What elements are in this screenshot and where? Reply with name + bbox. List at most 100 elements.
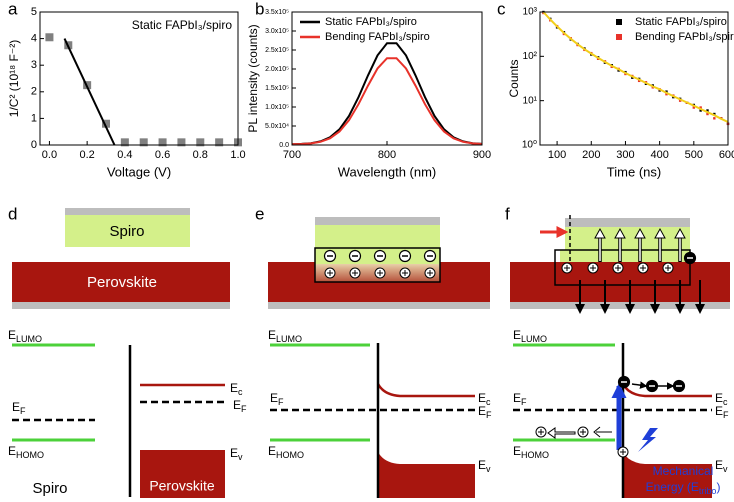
panel-label: c [497, 0, 506, 18]
field-arrow-head [674, 227, 686, 239]
x-tick-label: 500 [685, 149, 703, 161]
band-e [270, 343, 475, 498]
hole-sign [580, 429, 586, 435]
energy-label: Ev [478, 458, 491, 474]
lightning-icon [638, 428, 658, 452]
charge-layer [560, 250, 690, 262]
energy-subscript: c [238, 387, 243, 397]
data-point [102, 119, 110, 128]
energy-label: EF [513, 391, 527, 407]
hole-sign [538, 429, 544, 435]
energy-symbol: E [230, 446, 238, 460]
hole-sign [665, 265, 671, 271]
energy-label: Ec [478, 391, 491, 407]
data-point [699, 109, 702, 112]
hole-sign [377, 270, 383, 276]
hole-sign [402, 270, 408, 276]
x-axis-label: Time (ns) [607, 164, 661, 179]
valence-band [378, 452, 475, 498]
hole-sign [590, 265, 596, 271]
spiro-layer [65, 215, 190, 247]
plot-frame [291, 11, 483, 146]
material-label: Perovskite [149, 478, 215, 494]
data-point [665, 90, 668, 93]
data-point [139, 138, 148, 147]
data-point [692, 106, 696, 109]
energy-symbol: E [513, 391, 521, 405]
energy-subscript: F [521, 397, 527, 407]
data-point [120, 138, 129, 147]
data-point [177, 138, 186, 147]
energy-label: EHOMO [513, 444, 549, 460]
data-point [45, 33, 54, 42]
top-electrode [565, 218, 690, 227]
y-tick-label: 5.0x10⁴ [265, 123, 289, 130]
x-tick-label: 0.4 [117, 149, 132, 161]
energy-note-sub: tribo [699, 486, 717, 496]
data-point [713, 117, 716, 120]
y-tick-label: 3.5x10⁵ [265, 9, 289, 16]
energy-symbol: E [270, 391, 278, 405]
x-tick-label: 1.0 [230, 149, 245, 161]
energy-subscript: F [20, 406, 26, 416]
panel-label: a [8, 0, 18, 18]
y-tick-label: 10¹ [523, 95, 538, 106]
legend-swatch [616, 19, 622, 25]
x-tick-label: 700 [283, 149, 301, 161]
energy-subscript: v [723, 464, 728, 474]
energy-label: EF [270, 391, 284, 407]
annotation: Static FAPbI₃/spiro [132, 18, 233, 32]
data-point [699, 106, 702, 109]
energy-symbol: E [8, 444, 16, 458]
legend-label: Bending FAPbI₃/spiro [635, 31, 734, 43]
hole-arrow [593, 426, 612, 438]
y-tick-label: 3.0x10⁵ [265, 28, 289, 35]
energy-subscript: HOMO [16, 450, 44, 460]
band-f [513, 343, 712, 498]
energy-label: ELUMO [513, 328, 547, 344]
energy-subscript: F [278, 397, 284, 407]
energy-label: EF [12, 400, 26, 416]
band-d [12, 343, 225, 498]
energy-symbol: E [715, 458, 723, 472]
panel-label: d [8, 204, 17, 223]
energy-note-part: Energy (E [646, 480, 699, 494]
y-tick-label: 1.5x10⁵ [265, 85, 289, 92]
data-point [637, 79, 641, 83]
hole-sign [327, 270, 333, 276]
data-point [158, 138, 167, 147]
panel-label: e [255, 204, 264, 223]
y-tick-label: 1.0x10⁵ [265, 104, 289, 111]
energy-note: Mechanical [653, 464, 714, 478]
x-tick-label: 200 [582, 149, 600, 161]
energy-symbol: E [478, 404, 486, 418]
energy-subscript: LUMO [16, 334, 42, 344]
x-axis-label: Voltage (V) [107, 164, 171, 179]
spiro-layer [315, 225, 440, 250]
valence-band [140, 450, 225, 498]
y-tick-label: 0 [31, 139, 37, 151]
panel-label: f [505, 204, 510, 223]
data-point [617, 69, 620, 72]
bottom-electrode [12, 302, 230, 309]
energy-subscript: F [723, 410, 729, 420]
energy-label: Ec [230, 381, 243, 397]
plot-frame [539, 11, 729, 146]
hole-sign [620, 449, 626, 455]
energy-subscript: HOMO [521, 450, 549, 460]
conduction-level [376, 383, 475, 398]
fit-line [63, 38, 116, 146]
energy-symbol: E [12, 400, 20, 414]
energy-symbol: E [513, 444, 521, 458]
data-line [291, 57, 483, 146]
y-tick-label: 10³ [523, 7, 538, 18]
x-tick-label: 300 [616, 149, 634, 161]
y-tick-label: 10⁰ [522, 140, 537, 151]
x-tick-label: 100 [548, 149, 566, 161]
energy-subscript: c [486, 397, 491, 407]
valence-band [623, 452, 712, 498]
data-point [665, 92, 668, 96]
legend-label: Static FAPbI₃/spiro [635, 16, 727, 28]
hole-sign [352, 270, 358, 276]
